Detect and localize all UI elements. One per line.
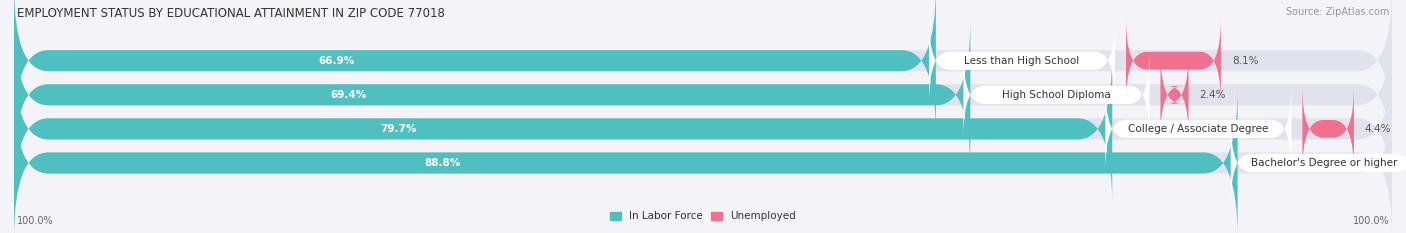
Text: EMPLOYMENT STATUS BY EDUCATIONAL ATTAINMENT IN ZIP CODE 77018: EMPLOYMENT STATUS BY EDUCATIONAL ATTAINM…	[17, 7, 444, 20]
FancyBboxPatch shape	[963, 53, 1150, 137]
FancyBboxPatch shape	[1126, 18, 1220, 103]
FancyBboxPatch shape	[1105, 87, 1291, 171]
Text: 79.7%: 79.7%	[380, 124, 416, 134]
FancyBboxPatch shape	[14, 0, 1392, 135]
Text: Source: ZipAtlas.com: Source: ZipAtlas.com	[1285, 7, 1389, 17]
Text: Bachelor's Degree or higher: Bachelor's Degree or higher	[1250, 158, 1398, 168]
Text: High School Diploma: High School Diploma	[1002, 90, 1111, 100]
Text: 69.4%: 69.4%	[330, 90, 367, 100]
Text: 8.1%: 8.1%	[1232, 56, 1258, 66]
FancyBboxPatch shape	[14, 0, 936, 135]
FancyBboxPatch shape	[14, 20, 1392, 169]
FancyBboxPatch shape	[14, 88, 1392, 233]
FancyBboxPatch shape	[929, 19, 1115, 103]
Text: 4.4%: 4.4%	[1365, 124, 1392, 134]
FancyBboxPatch shape	[14, 88, 1237, 233]
Text: 66.9%: 66.9%	[319, 56, 354, 66]
Text: 88.8%: 88.8%	[425, 158, 460, 168]
Text: 100.0%: 100.0%	[17, 216, 53, 226]
Text: 100.0%: 100.0%	[1353, 216, 1389, 226]
FancyBboxPatch shape	[14, 20, 970, 169]
FancyBboxPatch shape	[1302, 87, 1354, 171]
Text: College / Associate Degree: College / Associate Degree	[1128, 124, 1268, 134]
FancyBboxPatch shape	[14, 54, 1392, 204]
FancyBboxPatch shape	[14, 54, 1112, 204]
Legend: In Labor Force, Unemployed: In Labor Force, Unemployed	[610, 211, 796, 221]
FancyBboxPatch shape	[1230, 121, 1406, 205]
Text: 2.4%: 2.4%	[1199, 90, 1226, 100]
FancyBboxPatch shape	[1160, 52, 1188, 137]
Text: Less than High School: Less than High School	[965, 56, 1080, 66]
